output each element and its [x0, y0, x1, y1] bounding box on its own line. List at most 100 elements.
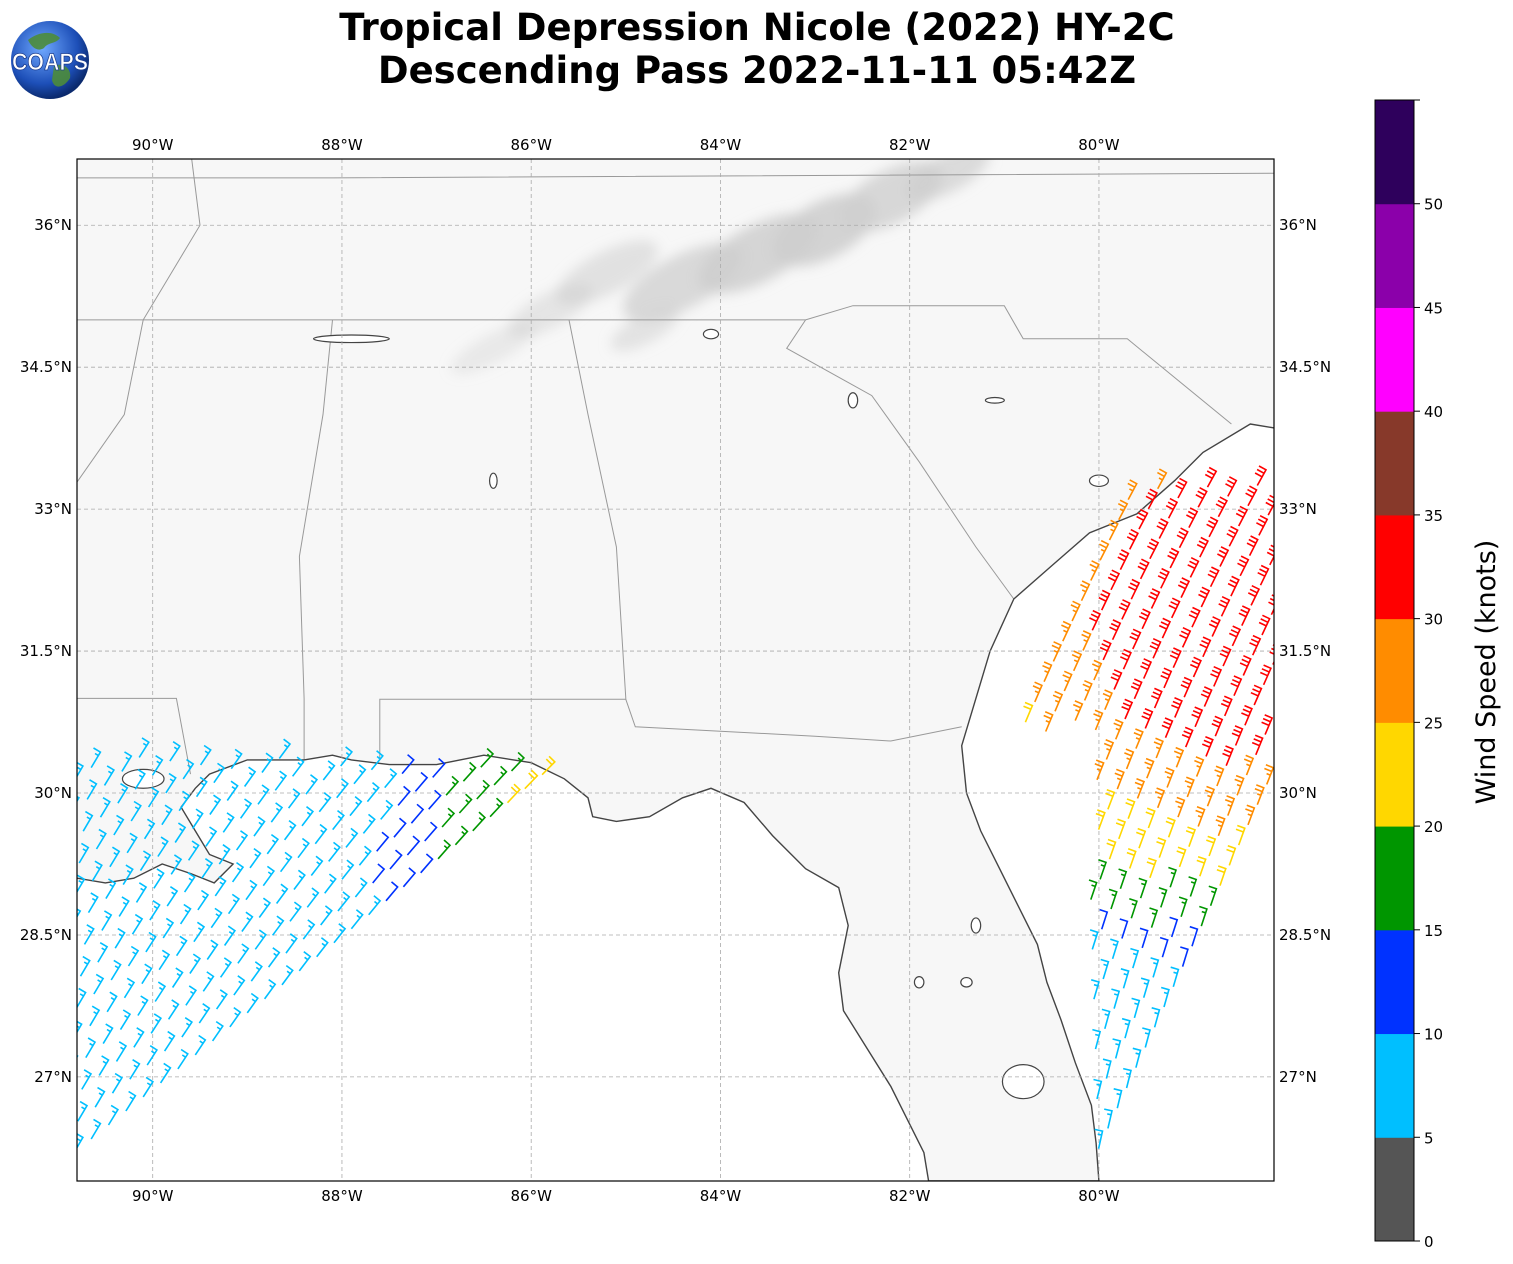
- wind-barb: [122, 864, 134, 886]
- wind-barb: [1130, 678, 1143, 700]
- wind-barb: [1235, 824, 1246, 846]
- colorbar-tick-label: 45: [1424, 299, 1443, 317]
- wind-barb: [1160, 667, 1173, 689]
- wind-barb: [1142, 1027, 1151, 1048]
- wind-barb: [1098, 859, 1108, 880]
- wind-barb: [354, 877, 368, 898]
- longitude-tick-labels-bottom: 90°W 88°W 86°W 84°W 82°W 80°W: [132, 1187, 1120, 1205]
- lon-tick-label: 82°W: [889, 136, 931, 154]
- wind-barb: [1199, 905, 1208, 927]
- wind-barb: [222, 812, 235, 833]
- wind-barb: [1119, 918, 1129, 939]
- wind-barb: [218, 844, 231, 865]
- wind-barb: [1218, 595, 1231, 617]
- wind-barb: [146, 1045, 159, 1066]
- wind-barb: [1226, 844, 1237, 866]
- wind-barb: [109, 846, 121, 868]
- wind-barb: [126, 832, 138, 854]
- wind-barb: [1220, 695, 1233, 717]
- wind-barb: [149, 900, 161, 921]
- wind-barb: [95, 828, 107, 850]
- colorbar-segment: [1375, 826, 1414, 931]
- wind-barb: [1140, 658, 1153, 679]
- wind-barb: [267, 947, 281, 968]
- wind-barb: [1210, 665, 1223, 687]
- wind-barb: [1208, 885, 1218, 907]
- wind-barb: [1206, 835, 1217, 857]
- wind-barb: [1115, 818, 1127, 840]
- wind-barb: [97, 942, 109, 963]
- wind-barb: [195, 776, 208, 798]
- wind-barb: [87, 892, 99, 914]
- wind-barb: [197, 889, 210, 911]
- wind-barb: [59, 1002, 68, 1022]
- wind-barb: [370, 750, 384, 771]
- wind-barb: [1219, 645, 1232, 667]
- wind-barb: [472, 811, 487, 832]
- wind-barb: [162, 917, 175, 939]
- colorbar-segment: [1375, 411, 1414, 516]
- wind-barb: [199, 744, 212, 766]
- colorbar: [1374, 99, 1415, 1242]
- state-borders: [77, 159, 1274, 775]
- wind-barb: [93, 973, 105, 995]
- wind-barb: [279, 851, 293, 873]
- wind-barb: [291, 756, 305, 777]
- wind-barb: [314, 823, 328, 845]
- lon-tick-label: 90°W: [132, 136, 174, 154]
- gridlines: [77, 159, 1274, 1181]
- wind-barb: [201, 858, 214, 879]
- wind-barb: [1095, 809, 1106, 830]
- wind-barb: [1176, 527, 1189, 549]
- state-border: [379, 319, 627, 760]
- wind-barb: [77, 1100, 89, 1122]
- wind-barb: [99, 797, 111, 818]
- lake: [960, 976, 973, 988]
- wind-barb: [437, 839, 452, 860]
- wind-barb: [167, 999, 180, 1020]
- wind-barb: [275, 883, 289, 904]
- wind-barb: [1165, 816, 1176, 838]
- wind-barb: [1160, 986, 1170, 1008]
- wind-barb: [1100, 958, 1110, 980]
- wind-barb: [1170, 966, 1180, 988]
- coaps-logo: COAPS: [11, 21, 89, 99]
- wind-barb: [1088, 879, 1098, 900]
- wind-barb: [541, 755, 556, 776]
- wind-barb: [289, 901, 302, 922]
- lat-tick-label: 36°N: [1279, 216, 1317, 234]
- wind-barb: [1141, 707, 1154, 729]
- wind-barb: [131, 913, 144, 935]
- wind-barb: [341, 859, 355, 880]
- wind-barb: [1154, 787, 1166, 809]
- wind-barb: [1149, 637, 1162, 659]
- lat-tick-label: 36°N: [34, 216, 72, 234]
- longitude-tick-labels-top: 90°W 88°W 86°W 84°W 82°W 80°W: [132, 136, 1120, 154]
- wind-barb: [1150, 957, 1160, 978]
- wind-barb: [257, 784, 270, 805]
- wind-barb: [127, 945, 140, 967]
- colorbar-segment: [1375, 514, 1414, 620]
- wind-barb: [305, 774, 319, 795]
- lake: [702, 328, 720, 340]
- wind-barb: [340, 746, 354, 767]
- wind-barb: [322, 760, 336, 781]
- wind-barb: [1052, 690, 1064, 712]
- wind-barb: [1130, 947, 1140, 969]
- wind-barb: [1186, 507, 1199, 528]
- title-line-1: Tropical Depression Nicole (2022) HY-2C: [339, 6, 1175, 49]
- wind-barb: [106, 991, 118, 1013]
- wind-barb: [151, 755, 164, 776]
- colorbar-tick-label: 15: [1424, 922, 1443, 940]
- wind-barb: [1189, 925, 1199, 947]
- lon-tick-label: 80°W: [1078, 1187, 1120, 1205]
- lon-tick-label: 80°W: [1078, 136, 1120, 154]
- wind-barb: [397, 785, 411, 806]
- lon-tick-label: 82°W: [889, 1187, 931, 1205]
- continent-shape: [28, 32, 71, 87]
- wind-barb: [270, 802, 284, 823]
- wind-barb: [169, 741, 181, 762]
- wind-barb: [1269, 644, 1274, 665]
- wind-barb: [432, 757, 446, 778]
